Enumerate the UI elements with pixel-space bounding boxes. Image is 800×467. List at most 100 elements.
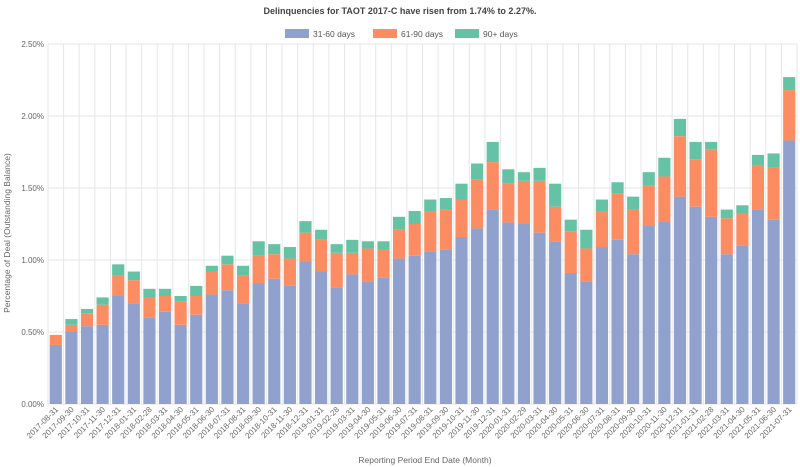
bar-segment-31-60-days[interactable] (65, 332, 78, 404)
bar-segment-90-days[interactable] (314, 229, 328, 240)
bar-segment-61-90-days[interactable] (549, 206, 562, 242)
bar-segment-90-days[interactable] (564, 219, 577, 232)
bar-segment-90-days[interactable] (393, 216, 406, 230)
bar-segment-61-90-days[interactable] (268, 254, 281, 279)
bar-segment-31-60-days[interactable] (705, 216, 718, 404)
bar-segment-31-60-days[interactable] (346, 274, 359, 404)
bar-segment-31-60-days[interactable] (595, 247, 609, 404)
bar-segment-61-90-days[interactable] (705, 149, 718, 217)
bar-segment-61-90-days[interactable] (408, 224, 421, 256)
bar-segment-61-90-days[interactable] (720, 218, 733, 255)
bar-segment-31-60-days[interactable] (330, 287, 343, 404)
bar-segment-90-days[interactable] (236, 265, 250, 276)
bar-segment-61-90-days[interactable] (689, 159, 702, 207)
bar-segment-31-60-days[interactable] (96, 324, 109, 404)
bar-segment-61-90-days[interactable] (65, 324, 78, 332)
bar-segment-61-90-days[interactable] (533, 180, 546, 233)
bar-segment-90-days[interactable] (549, 183, 562, 207)
bar-segment-31-60-days[interactable] (627, 254, 640, 404)
bar-segment-31-60-days[interactable] (268, 278, 281, 404)
bar-segment-31-60-days[interactable] (471, 228, 484, 404)
bar-segment-90-days[interactable] (80, 308, 94, 314)
bar-segment-61-90-days[interactable] (595, 211, 609, 248)
bar-segment-31-60-days[interactable] (517, 224, 531, 404)
bar-segment-61-90-days[interactable] (736, 213, 749, 246)
bar-segment-90-days[interactable] (190, 285, 203, 296)
bar-segment-61-90-days[interactable] (377, 249, 390, 278)
bar-segment-31-60-days[interactable] (127, 303, 140, 404)
bar-segment-31-60-days[interactable] (455, 236, 468, 404)
bar-segment-31-60-days[interactable] (673, 196, 687, 404)
bar-segment-31-60-days[interactable] (720, 254, 733, 404)
bar-segment-90-days[interactable] (65, 319, 78, 325)
bar-segment-31-60-days[interactable] (158, 311, 172, 404)
bar-segment-31-60-days[interactable] (486, 209, 499, 404)
bar-segment-61-90-days[interactable] (190, 296, 203, 315)
bar-segment-61-90-days[interactable] (783, 90, 796, 141)
bar-segment-90-days[interactable] (767, 153, 780, 168)
bar-segment-90-days[interactable] (377, 241, 390, 250)
bar-segment-61-90-days[interactable] (439, 209, 452, 250)
bar-segment-61-90-days[interactable] (393, 229, 406, 259)
bar-segment-31-60-days[interactable] (112, 296, 125, 404)
bar-segment-90-days[interactable] (174, 296, 187, 302)
bar-segment-90-days[interactable] (96, 297, 109, 305)
bar-segment-61-90-days[interactable] (767, 167, 780, 220)
bar-segment-61-90-days[interactable] (221, 264, 234, 291)
bar-segment-61-90-days[interactable] (673, 136, 687, 197)
bar-segment-90-days[interactable] (471, 163, 484, 180)
bar-segment-61-90-days[interactable] (424, 211, 437, 252)
bar-segment-31-60-days[interactable] (783, 140, 796, 405)
bar-segment-90-days[interactable] (783, 77, 796, 91)
bar-segment-61-90-days[interactable] (361, 248, 374, 282)
bar-segment-31-60-days[interactable] (736, 245, 749, 404)
bar-segment-90-days[interactable] (580, 229, 593, 249)
bar-segment-31-60-days[interactable] (393, 258, 406, 404)
bar-segment-90-days[interactable] (424, 199, 437, 212)
bar-segment-31-60-days[interactable] (314, 271, 328, 404)
bar-segment-90-days[interactable] (689, 141, 702, 160)
bar-segment-90-days[interactable] (299, 221, 312, 233)
bar-segment-61-90-days[interactable] (112, 275, 125, 296)
bar-segment-61-90-days[interactable] (143, 297, 156, 318)
bar-segment-61-90-days[interactable] (580, 248, 593, 282)
bar-segment-31-60-days[interactable] (361, 281, 374, 404)
bar-segment-31-60-days[interactable] (143, 317, 156, 404)
bar-segment-90-days[interactable] (736, 205, 749, 214)
bar-segment-90-days[interactable] (673, 118, 687, 137)
bar-segment-31-60-days[interactable] (751, 209, 765, 404)
bar-segment-61-90-days[interactable] (283, 258, 296, 286)
bar-segment-90-days[interactable] (502, 169, 515, 184)
bar-segment-61-90-days[interactable] (96, 304, 109, 325)
bar-segment-31-60-days[interactable] (502, 222, 515, 404)
bar-segment-31-60-days[interactable] (767, 219, 780, 404)
bar-segment-61-90-days[interactable] (455, 199, 468, 237)
legend-item[interactable]: 90+ days (455, 29, 518, 39)
bar-segment-31-60-days[interactable] (642, 225, 655, 404)
bar-segment-90-days[interactable] (611, 182, 624, 194)
bar-segment-61-90-days[interactable] (658, 176, 671, 222)
bar-segment-61-90-days[interactable] (517, 180, 531, 224)
bar-segment-90-days[interactable] (455, 183, 468, 200)
bar-segment-31-60-days[interactable] (190, 314, 203, 404)
bar-segment-61-90-days[interactable] (611, 193, 624, 240)
bar-segment-90-days[interactable] (112, 264, 125, 276)
bar-segment-61-90-days[interactable] (252, 255, 265, 284)
bar-segment-90-days[interactable] (439, 198, 452, 210)
bar-segment-90-days[interactable] (658, 157, 671, 177)
bar-segment-31-60-days[interactable] (49, 344, 62, 404)
bar-segment-61-90-days[interactable] (299, 232, 312, 262)
bar-segment-90-days[interactable] (346, 239, 359, 253)
bar-segment-31-60-days[interactable] (424, 251, 437, 404)
bar-segment-61-90-days[interactable] (205, 271, 218, 295)
bar-segment-90-days[interactable] (268, 244, 281, 255)
bar-segment-31-60-days[interactable] (221, 290, 234, 404)
bar-segment-90-days[interactable] (642, 172, 655, 186)
bar-segment-61-90-days[interactable] (471, 179, 484, 229)
bar-segment-90-days[interactable] (705, 141, 718, 150)
bar-segment-61-90-days[interactable] (751, 164, 765, 210)
bar-segment-61-90-days[interactable] (502, 183, 515, 223)
bar-segment-31-60-days[interactable] (580, 281, 593, 404)
bar-segment-61-90-days[interactable] (127, 280, 140, 304)
bar-segment-61-90-days[interactable] (642, 185, 655, 226)
